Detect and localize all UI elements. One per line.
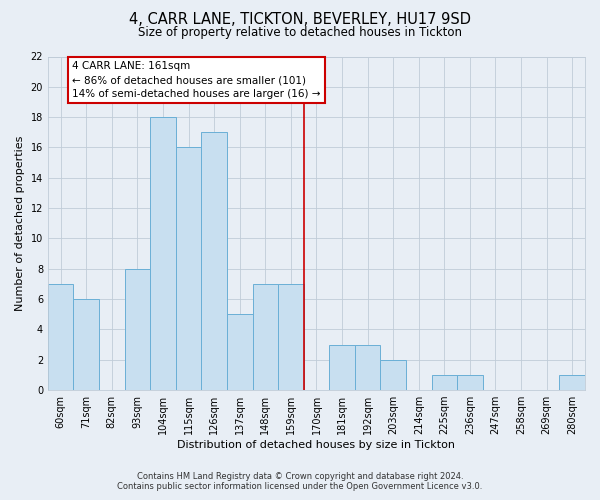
- Bar: [457, 375, 482, 390]
- Bar: [176, 148, 202, 390]
- Bar: [278, 284, 304, 390]
- Bar: [48, 284, 73, 390]
- Bar: [125, 269, 150, 390]
- Text: Size of property relative to detached houses in Tickton: Size of property relative to detached ho…: [138, 26, 462, 39]
- Bar: [559, 375, 585, 390]
- Text: Contains HM Land Registry data © Crown copyright and database right 2024.
Contai: Contains HM Land Registry data © Crown c…: [118, 472, 482, 491]
- Text: 4, CARR LANE, TICKTON, BEVERLEY, HU17 9SD: 4, CARR LANE, TICKTON, BEVERLEY, HU17 9S…: [129, 12, 471, 28]
- Bar: [355, 344, 380, 390]
- Bar: [253, 284, 278, 390]
- Bar: [150, 117, 176, 390]
- Bar: [73, 299, 99, 390]
- Text: 4 CARR LANE: 161sqm
← 86% of detached houses are smaller (101)
14% of semi-detac: 4 CARR LANE: 161sqm ← 86% of detached ho…: [72, 61, 320, 99]
- Bar: [380, 360, 406, 390]
- X-axis label: Distribution of detached houses by size in Tickton: Distribution of detached houses by size …: [178, 440, 455, 450]
- Bar: [227, 314, 253, 390]
- Y-axis label: Number of detached properties: Number of detached properties: [15, 136, 25, 311]
- Bar: [202, 132, 227, 390]
- Bar: [431, 375, 457, 390]
- Bar: [329, 344, 355, 390]
